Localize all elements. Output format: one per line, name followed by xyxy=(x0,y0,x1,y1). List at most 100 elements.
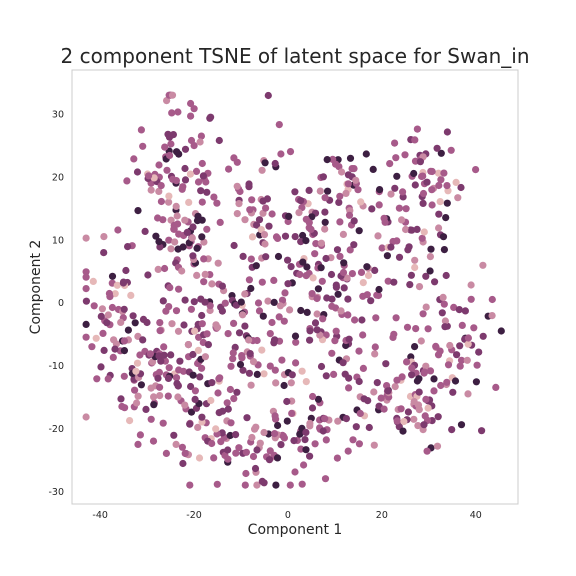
scatter-point xyxy=(235,329,244,337)
scatter-point xyxy=(423,178,431,186)
scatter-point xyxy=(183,228,191,236)
scatter-point xyxy=(309,274,317,282)
scatter-point xyxy=(237,298,245,306)
scatter-point xyxy=(176,357,184,365)
scatter-point xyxy=(189,223,197,231)
scatter-point xyxy=(175,285,183,293)
scatter-point xyxy=(160,343,168,351)
scatter-point xyxy=(108,303,116,312)
scatter-point xyxy=(147,415,155,423)
scatter-point xyxy=(435,210,443,218)
scatter-point xyxy=(395,204,403,212)
scatter-point xyxy=(268,210,276,218)
scatter-point xyxy=(280,434,288,442)
scatter-point xyxy=(123,177,131,185)
scatter-point xyxy=(317,362,326,371)
scatter-point xyxy=(364,271,373,280)
scatter-point xyxy=(392,154,400,162)
scatter-point xyxy=(264,91,272,100)
scatter-point xyxy=(90,302,98,310)
scatter-point xyxy=(308,404,317,412)
scatter-point xyxy=(156,392,164,400)
scatter-point xyxy=(175,230,183,238)
scatter-point xyxy=(328,349,336,357)
scatter-point xyxy=(303,263,311,271)
scatter-point xyxy=(119,278,128,286)
scatter-point xyxy=(161,264,169,273)
scatter-point xyxy=(266,330,274,338)
scatter-point xyxy=(336,192,344,200)
scatter-point xyxy=(156,327,164,335)
scatter-point xyxy=(332,327,340,335)
scatter-point xyxy=(342,415,350,423)
scatter-point xyxy=(479,261,487,269)
scatter-point xyxy=(155,238,163,246)
scatter-point xyxy=(190,105,198,113)
scatter-point xyxy=(198,364,206,372)
scatter-point xyxy=(215,136,223,145)
scatter-point xyxy=(227,362,235,370)
scatter-point xyxy=(99,329,107,337)
scatter-point xyxy=(233,158,241,166)
scatter-point xyxy=(275,121,283,129)
scatter-point xyxy=(233,388,241,396)
scatter-point xyxy=(351,316,359,324)
scatter-point xyxy=(139,336,147,344)
scatter-point xyxy=(318,277,326,285)
scatter-point xyxy=(453,351,461,359)
scatter-point xyxy=(393,417,401,425)
scatter-point xyxy=(120,305,128,313)
scatter-point xyxy=(418,172,426,181)
scatter-point xyxy=(417,337,425,345)
scatter-point xyxy=(200,278,208,286)
scatter-point xyxy=(92,334,100,342)
scatter-point xyxy=(298,480,306,488)
scatter-point xyxy=(201,270,209,278)
scatter-point xyxy=(108,272,117,280)
scatter-point xyxy=(271,336,279,344)
scatter-point xyxy=(433,144,441,152)
scatter-point xyxy=(275,313,283,321)
scatter-point xyxy=(175,366,183,374)
scatter-point xyxy=(447,146,455,154)
scatter-point xyxy=(288,409,296,417)
scatter-point xyxy=(340,284,348,292)
scatter-point xyxy=(284,256,292,264)
scatter-point xyxy=(299,231,307,240)
scatter-point xyxy=(443,182,451,190)
scatter-point xyxy=(120,337,128,345)
scatter-point xyxy=(355,440,363,448)
scatter-point xyxy=(248,233,257,241)
scatter-point xyxy=(403,323,412,331)
scatter-point xyxy=(241,322,249,330)
scatter-point xyxy=(162,307,170,315)
scatter-point xyxy=(198,159,206,168)
scatter-point xyxy=(302,446,310,454)
scatter-point xyxy=(360,395,368,403)
scatter-point xyxy=(163,97,171,105)
scatter-point xyxy=(109,353,117,361)
scatter-point xyxy=(252,262,260,270)
scatter-point xyxy=(159,297,167,305)
scatter-point xyxy=(368,205,376,213)
scatter-point xyxy=(248,196,256,204)
scatter-point xyxy=(167,245,175,253)
x-tick-label: -40 xyxy=(92,510,108,521)
y-tick-label: -30 xyxy=(48,487,64,498)
scatter-point xyxy=(393,172,401,180)
scatter-point xyxy=(233,182,241,190)
scatter-point xyxy=(346,246,354,254)
scatter-point xyxy=(344,295,352,303)
scatter-point xyxy=(172,307,181,315)
scatter-point xyxy=(436,198,444,206)
scatter-point xyxy=(221,299,229,307)
scatter-point xyxy=(321,225,329,233)
scatter-point xyxy=(226,385,234,394)
scatter-point xyxy=(359,364,367,372)
scatter-point xyxy=(291,233,299,241)
scatter-point xyxy=(472,166,480,174)
scatter-point xyxy=(317,264,325,272)
scatter-point xyxy=(225,165,233,173)
scatter-point xyxy=(287,379,295,387)
